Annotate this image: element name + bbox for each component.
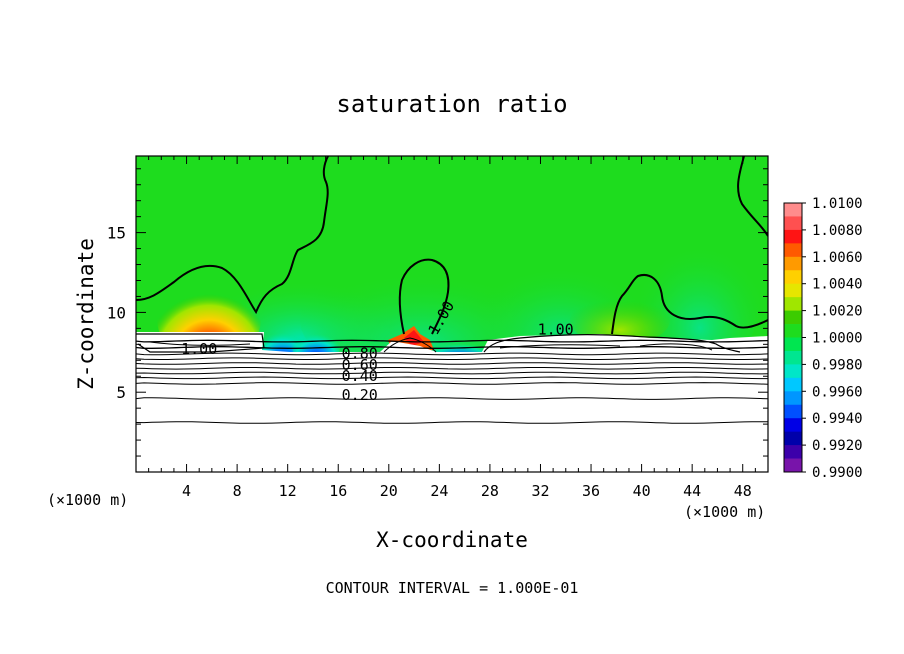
contour-line: [136, 156, 329, 315]
contour-line: [483, 334, 741, 353]
colorbar-swatch: [784, 337, 802, 352]
contour-line: [136, 352, 768, 356]
x-tick-label: 16: [329, 482, 347, 500]
x-tick-label: 40: [633, 482, 651, 500]
contour-line: [149, 341, 251, 346]
colorbar-label: 0.9920: [812, 438, 863, 454]
contour-line: [136, 421, 768, 424]
field-patch: [570, 295, 670, 345]
colorbar-swatch: [784, 216, 802, 231]
contour-line: [136, 362, 768, 365]
y-tick-label: 5: [116, 383, 126, 402]
colorbar-swatch: [784, 391, 802, 406]
contour-line: [611, 274, 768, 335]
contour-label: 1.00: [181, 340, 217, 358]
contour-interval-note: CONTOUR INTERVAL = 1.000E-01: [326, 579, 579, 597]
colorbar-swatch: [784, 431, 802, 446]
colorbar-swatch: [784, 350, 802, 365]
colorbar: 1.0100 1.0080 1.0060 1.0040 1.0020 1.0000 0.99…: [783, 196, 863, 481]
colorbar-swatch: [784, 445, 802, 459]
contour-label: 1.00: [538, 321, 574, 339]
x-unit-label: (×1000 m): [47, 491, 128, 509]
colorbar-swatch: [784, 283, 802, 298]
field-patch: [640, 230, 760, 370]
contour-line: [136, 376, 768, 380]
colorbar-swatch: [784, 324, 802, 338]
colorbar-label: 1.0000: [812, 331, 863, 347]
x-tick-label: 24: [430, 482, 448, 500]
plot-area: [136, 156, 768, 472]
colorbar-swatch: [784, 310, 802, 325]
contour-line: [136, 382, 768, 385]
colorbar-swatch: [784, 243, 802, 258]
x-tick-label: 4: [182, 482, 191, 500]
contour-line: [136, 397, 768, 400]
x-tick-label: 44: [683, 482, 701, 500]
contour-line: [737, 156, 768, 237]
contour-line: [136, 367, 768, 370]
contour-line: [136, 346, 768, 349]
colorbar-label: 1.0020: [812, 304, 863, 320]
contour-line: [136, 371, 768, 375]
colorbar-swatch: [784, 256, 802, 271]
x-tick-label: 20: [380, 482, 398, 500]
x-tick-label: 28: [481, 482, 499, 500]
colorbar-swatch: [784, 229, 802, 244]
contour-line: [383, 337, 437, 353]
y-tick-label: 15: [107, 224, 126, 243]
colorbar-label: 0.9980: [812, 357, 863, 373]
x-tick-label: 8: [233, 482, 242, 500]
subsaturated-layer: [136, 332, 768, 472]
contour-line: [398, 258, 450, 335]
colorbar-label: 1.0080: [812, 223, 863, 239]
x-tick-label: 36: [582, 482, 600, 500]
x-unit-label-right: (×1000 m): [684, 503, 765, 521]
y-tick-label: 10: [107, 303, 126, 322]
colorbar-label: 1.0040: [812, 277, 863, 293]
chart-title: saturation ratio: [336, 90, 567, 118]
contour-label: 0.40: [342, 367, 378, 385]
colorbar-label: 1.0060: [812, 250, 863, 266]
x-axis-title: X-coordinate: [376, 528, 528, 552]
contour-label: 0.60: [342, 356, 378, 374]
colorbar-label: 0.9900: [812, 465, 863, 481]
contour-line: [136, 339, 768, 343]
colorbar-label: 1.0100: [812, 196, 863, 212]
colorbar-swatch: [784, 364, 802, 379]
contour-label: 0.80: [342, 345, 378, 363]
contour-line: [136, 357, 768, 360]
colorbar-label: 0.9960: [812, 384, 863, 400]
colorbar-label: 0.9940: [812, 411, 863, 427]
colorbar-swatch: [784, 203, 802, 217]
colorbar-swatch: [784, 377, 802, 392]
y-axis-title: Z-coordinate: [74, 238, 98, 390]
x-tick-label: 12: [279, 482, 297, 500]
colorbar-swatch: [784, 270, 802, 285]
colorbar-swatch: [784, 404, 802, 419]
colorbar-swatch: [784, 418, 802, 433]
x-tick-label: 32: [531, 482, 549, 500]
contour-label: 0.20: [342, 386, 378, 404]
colorbar-swatch: [784, 458, 802, 473]
contour-line: [136, 333, 265, 353]
colorbar-swatch: [784, 297, 802, 311]
x-tick-label: 48: [734, 482, 752, 500]
